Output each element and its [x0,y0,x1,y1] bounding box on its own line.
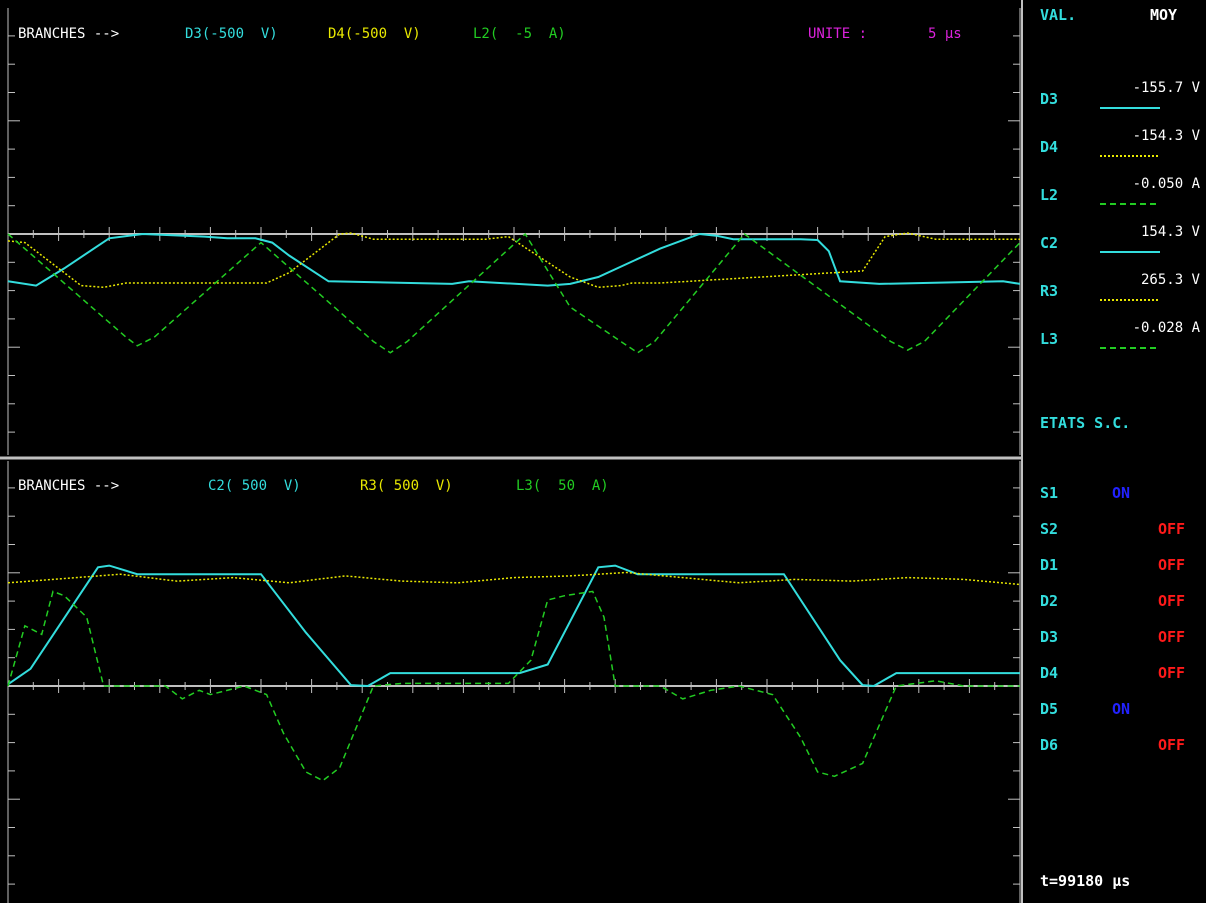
bottom-branches-label: BRANCHES --> [18,478,119,494]
scope-frames [0,0,1023,903]
top-panel-header: BRANCHES --> D3(-500 V) D4(-500 V) L2( -… [18,26,962,42]
trace-l3 [7,590,1020,782]
trace-c2 [7,564,1020,688]
measurement-value: -155.7 V [1133,80,1201,96]
state-value: OFF [1158,592,1185,610]
state-value: OFF [1158,520,1185,538]
state-value: OFF [1158,664,1185,682]
state-name: D2 [1040,592,1058,610]
state-name: D4 [1040,664,1058,682]
states-title: ETATS S.C. [1040,414,1130,432]
top-channel-d4: D4(-500 V) [328,26,421,42]
measurement-name: L2 [1040,186,1058,204]
bottom-channel-l3: L3( 50 A) [516,478,609,494]
state-name: D3 [1040,628,1058,646]
measurement-value: 154.3 V [1141,224,1201,240]
state-name: D5 [1040,700,1058,718]
measurement-name: L3 [1040,330,1058,348]
unit-value: 5 µs [928,26,962,42]
state-name: S2 [1040,520,1058,538]
measurement-list: D3 -155.7 V D4 -154.3 V L2 -0.050 A C2 154.3 V R… [1040,80,1201,349]
measurement-value: -154.3 V [1133,128,1201,144]
measurement-value: -0.050 A [1133,176,1201,192]
side-panel: VAL. MOY D3 -155.7 V D4 -154.3 V L2 -0.050 A C… [1040,6,1201,890]
waveform-traces [7,232,1021,782]
measurement-value: -0.028 A [1133,320,1201,336]
trace-d4 [7,232,1020,289]
state-name: D1 [1040,556,1058,574]
state-value: OFF [1158,628,1185,646]
side-header-right: MOY [1150,6,1177,24]
top-channel-d3: D3(-500 V) [185,26,278,42]
side-header-left: VAL. [1040,6,1076,24]
trace-r3 [7,571,1021,586]
state-value: ON [1112,700,1130,718]
measurement-name: R3 [1040,282,1058,300]
measurement-name: D3 [1040,90,1058,108]
state-name: D6 [1040,736,1058,754]
unit-label: UNITE : [808,26,867,42]
bottom-channel-r3: R3( 500 V) [360,478,453,494]
state-value: ON [1112,484,1130,502]
measurement-name: C2 [1040,234,1058,252]
bottom-panel-header: BRANCHES --> C2( 500 V) R3( 500 V) L3( 5… [18,478,609,494]
measurement-name: D4 [1040,138,1058,156]
trace-l2 [7,232,1021,354]
switch-states-list: S1 ON S2 OFF D1 OFF D2 OFF D3 OFF D4 OFF D5 ON D6 OFF [1040,484,1185,754]
time-readout: t=99180 µs [1040,872,1130,890]
top-channel-l2: L2( -5 A) [473,26,566,42]
trace-d3 [7,232,1021,287]
state-value: OFF [1158,736,1185,754]
state-value: OFF [1158,556,1185,574]
bottom-channel-c2: C2( 500 V) [208,478,301,494]
measurement-value: 265.3 V [1141,272,1201,288]
top-branches-label: BRANCHES --> [18,26,119,42]
state-name: S1 [1040,484,1058,502]
